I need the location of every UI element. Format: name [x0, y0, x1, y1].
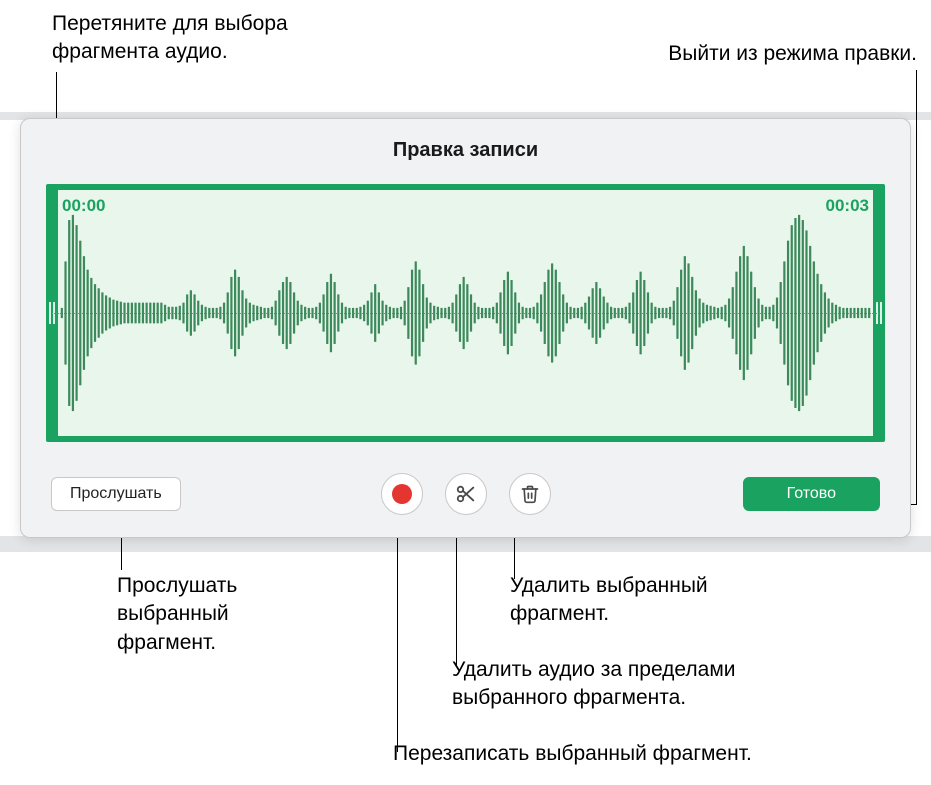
- callout-rerecord: Перезаписать выбранный фрагмент.: [393, 740, 752, 768]
- callout-delete-outside: Удалить аудио за пределами выбранного фр…: [452, 656, 736, 713]
- trim-button[interactable]: [445, 473, 487, 515]
- panel-title: Правка записи: [21, 119, 910, 162]
- scissors-icon: [455, 483, 477, 505]
- trash-icon: [520, 483, 540, 505]
- bg-decor: [0, 536, 931, 552]
- callout-delete-selected: Удалить выбранный фрагмент.: [510, 572, 708, 629]
- waveform-selection-area[interactable]: 00:00 00:03: [51, 189, 880, 437]
- listen-button[interactable]: Прослушать: [51, 477, 181, 511]
- center-button-group: [381, 473, 551, 515]
- done-button-label: Готово: [787, 485, 836, 503]
- record-icon: [392, 484, 412, 504]
- leader-line: [397, 524, 398, 752]
- delete-button[interactable]: [509, 473, 551, 515]
- record-button[interactable]: [381, 473, 423, 515]
- edit-recording-panel: Правка записи 00:00 00:03 Прослушать: [20, 118, 911, 538]
- leader-line: [916, 70, 917, 505]
- leader-line: [456, 524, 457, 667]
- callout-drag-select: Перетяните для выбора фрагмента аудио.: [52, 10, 288, 67]
- listen-button-label: Прослушать: [70, 485, 162, 503]
- selection-border-bottom: [52, 436, 879, 442]
- controls-row: Прослушать Готово: [51, 473, 880, 515]
- waveform-svg: [60, 190, 871, 436]
- done-button[interactable]: Готово: [743, 477, 880, 511]
- callout-exit-edit: Выйти из режима правки.: [668, 40, 917, 68]
- callout-listen: Прослушать выбранный фрагмент.: [117, 572, 237, 657]
